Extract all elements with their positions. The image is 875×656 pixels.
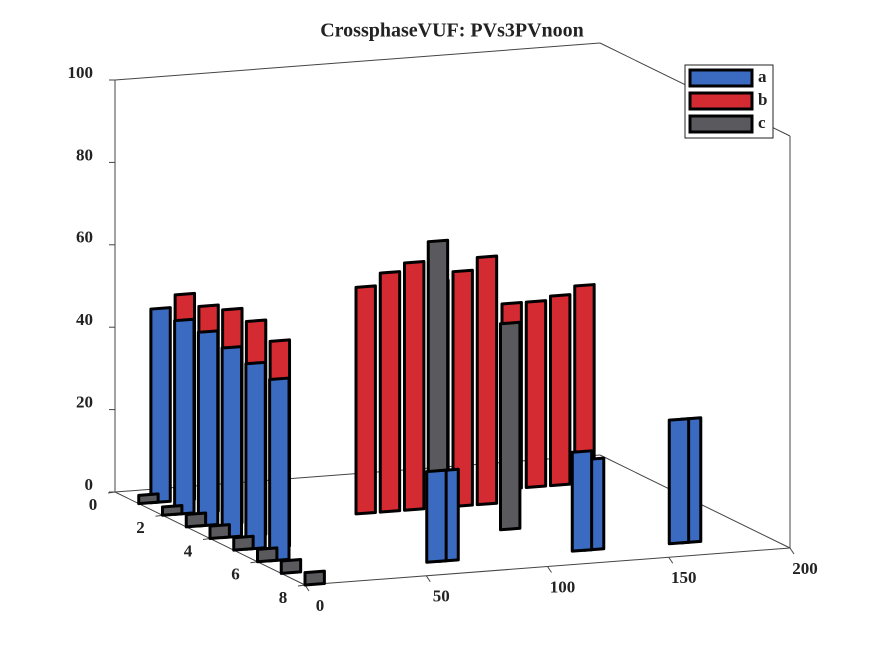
legend-swatch bbox=[688, 68, 754, 88]
y-tick-label: 6 bbox=[231, 565, 240, 584]
legend-swatch bbox=[688, 91, 754, 111]
x-tick bbox=[425, 575, 431, 583]
x-tick-label: 200 bbox=[792, 559, 818, 578]
bar-panel bbox=[137, 492, 160, 506]
bar-panel bbox=[451, 268, 474, 509]
legend-swatch bbox=[688, 114, 754, 134]
y-tick-label: 8 bbox=[279, 588, 288, 607]
bar-panel bbox=[354, 284, 377, 516]
bar-panel bbox=[570, 449, 594, 553]
bar-panel bbox=[524, 299, 548, 489]
bar-panel bbox=[184, 511, 208, 529]
x-tick bbox=[789, 547, 795, 555]
bar-panel bbox=[244, 360, 267, 551]
bar-panel bbox=[378, 270, 402, 514]
bar-panel bbox=[549, 293, 572, 488]
x-tick-label: 100 bbox=[550, 577, 576, 596]
bar-panel bbox=[425, 468, 448, 564]
bar-panel bbox=[279, 558, 303, 575]
z-tick-label: 80 bbox=[76, 145, 93, 164]
legend-label: b bbox=[758, 90, 767, 109]
y-tick-label: 4 bbox=[184, 541, 193, 560]
legend-label: a bbox=[758, 67, 767, 86]
bar-panel bbox=[232, 534, 255, 552]
box-edge bbox=[114, 42, 601, 81]
bar-panel bbox=[475, 254, 499, 507]
y-tick-label: 2 bbox=[136, 518, 145, 537]
x-tick-label: 0 bbox=[316, 596, 325, 615]
x-tick bbox=[547, 566, 552, 573]
z-tick-label: 40 bbox=[76, 310, 93, 329]
bar-panel bbox=[667, 417, 691, 546]
bar-panel bbox=[220, 345, 244, 540]
bar-panel bbox=[208, 523, 231, 540]
bar-panel bbox=[149, 306, 172, 505]
z-tick-label: 100 bbox=[68, 63, 94, 82]
bar-panel bbox=[173, 317, 196, 516]
bar-panel bbox=[256, 546, 279, 564]
y-tick bbox=[107, 491, 116, 494]
bar-panel bbox=[196, 329, 220, 528]
z-tick-label: 60 bbox=[76, 228, 93, 247]
x-tick-label: 150 bbox=[671, 568, 697, 587]
y-tick-label: 0 bbox=[89, 495, 98, 514]
x-tick bbox=[668, 556, 674, 564]
bar-panel bbox=[303, 569, 326, 587]
bar-panel bbox=[161, 504, 184, 517]
bar-panel bbox=[268, 376, 291, 563]
bar-panel bbox=[403, 260, 426, 512]
legend-label: c bbox=[758, 113, 766, 132]
z-tick-label: 20 bbox=[76, 393, 93, 412]
bar-panel bbox=[499, 320, 522, 532]
chart-title: CrossphaseVUF: PVs3PVnoon bbox=[320, 20, 584, 42]
z-tick-label: 0 bbox=[85, 475, 94, 494]
x-tick-label: 50 bbox=[433, 587, 450, 606]
